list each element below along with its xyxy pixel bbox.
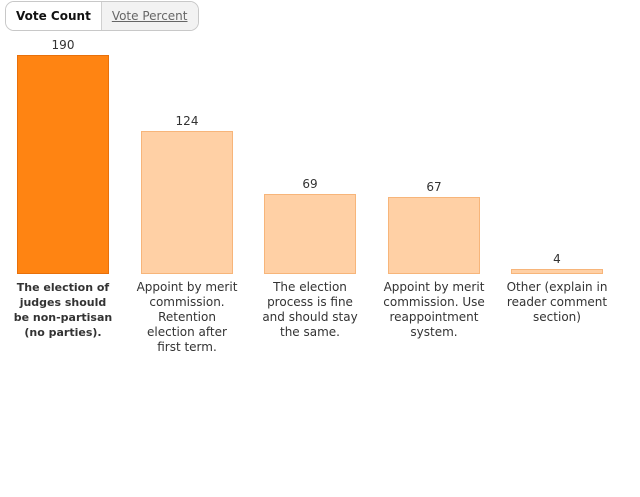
bar[interactable] [264,194,356,274]
bar[interactable] [141,131,233,274]
data-label: 69 [302,177,318,192]
data-label: 4 [553,252,561,267]
vote-count-tab[interactable]: Vote Count [6,2,102,30]
category-label: Appoint by merit commission. Retention e… [136,280,238,354]
view-toggle: Vote Count Vote Percent [5,1,199,31]
bar[interactable] [511,269,603,274]
category-label: Other (explain in reader comment section… [506,280,608,324]
category-label: Appoint by merit commission. Use reappoi… [383,280,485,339]
bar[interactable] [17,55,109,274]
data-label: 124 [175,114,199,129]
category-label: The election of judges should be non-par… [13,281,113,339]
category-label: The election process is fine and should … [262,280,358,339]
data-label: 67 [426,179,442,194]
bar[interactable] [388,196,480,274]
data-label: 190 [51,38,75,52]
vote-percent-tab[interactable]: Vote Percent [101,2,198,30]
